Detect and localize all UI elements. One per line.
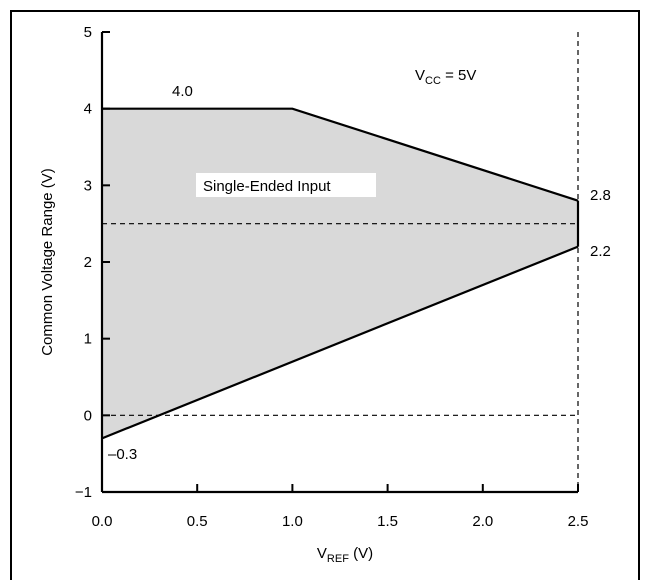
region-label-background	[196, 173, 376, 197]
x-axis-label: VREF (V)	[317, 545, 373, 565]
lower-right-value-label: 2.2	[590, 243, 611, 260]
single-ended-input-region	[102, 108, 578, 439]
x-tick-label: 2.0	[472, 513, 493, 530]
vcc-condition-label: VCC = 5V	[415, 67, 476, 87]
x-tick-label: 1.0	[282, 513, 303, 530]
upper-boundary-line	[102, 107, 579, 202]
lower-left-value-label: –0.3	[108, 446, 137, 463]
y-tick-label: 1	[84, 331, 92, 348]
y-tick-label: −1	[75, 484, 92, 501]
lower-boundary-line	[101, 245, 579, 440]
x-tick-label: 1.5	[377, 513, 398, 530]
y-tick-label: 3	[84, 177, 92, 194]
y-tick-label: 4	[84, 101, 92, 118]
x-tick-label: 0.0	[92, 513, 113, 530]
y-tick-label: 0	[84, 407, 92, 424]
y-tick-label: 5	[84, 24, 92, 41]
y-tick-label: 2	[84, 254, 92, 271]
y-axis-label: Common Voltage Range (V)	[39, 168, 56, 356]
x-tick-label: 0.5	[187, 513, 208, 530]
upper-right-value-label: 2.8	[590, 187, 611, 204]
region-label: Single-Ended Input	[203, 178, 331, 195]
x-tick-label: 2.5	[568, 513, 589, 530]
upper-left-value-label: 4.0	[172, 83, 193, 100]
figure-frame	[10, 10, 640, 580]
